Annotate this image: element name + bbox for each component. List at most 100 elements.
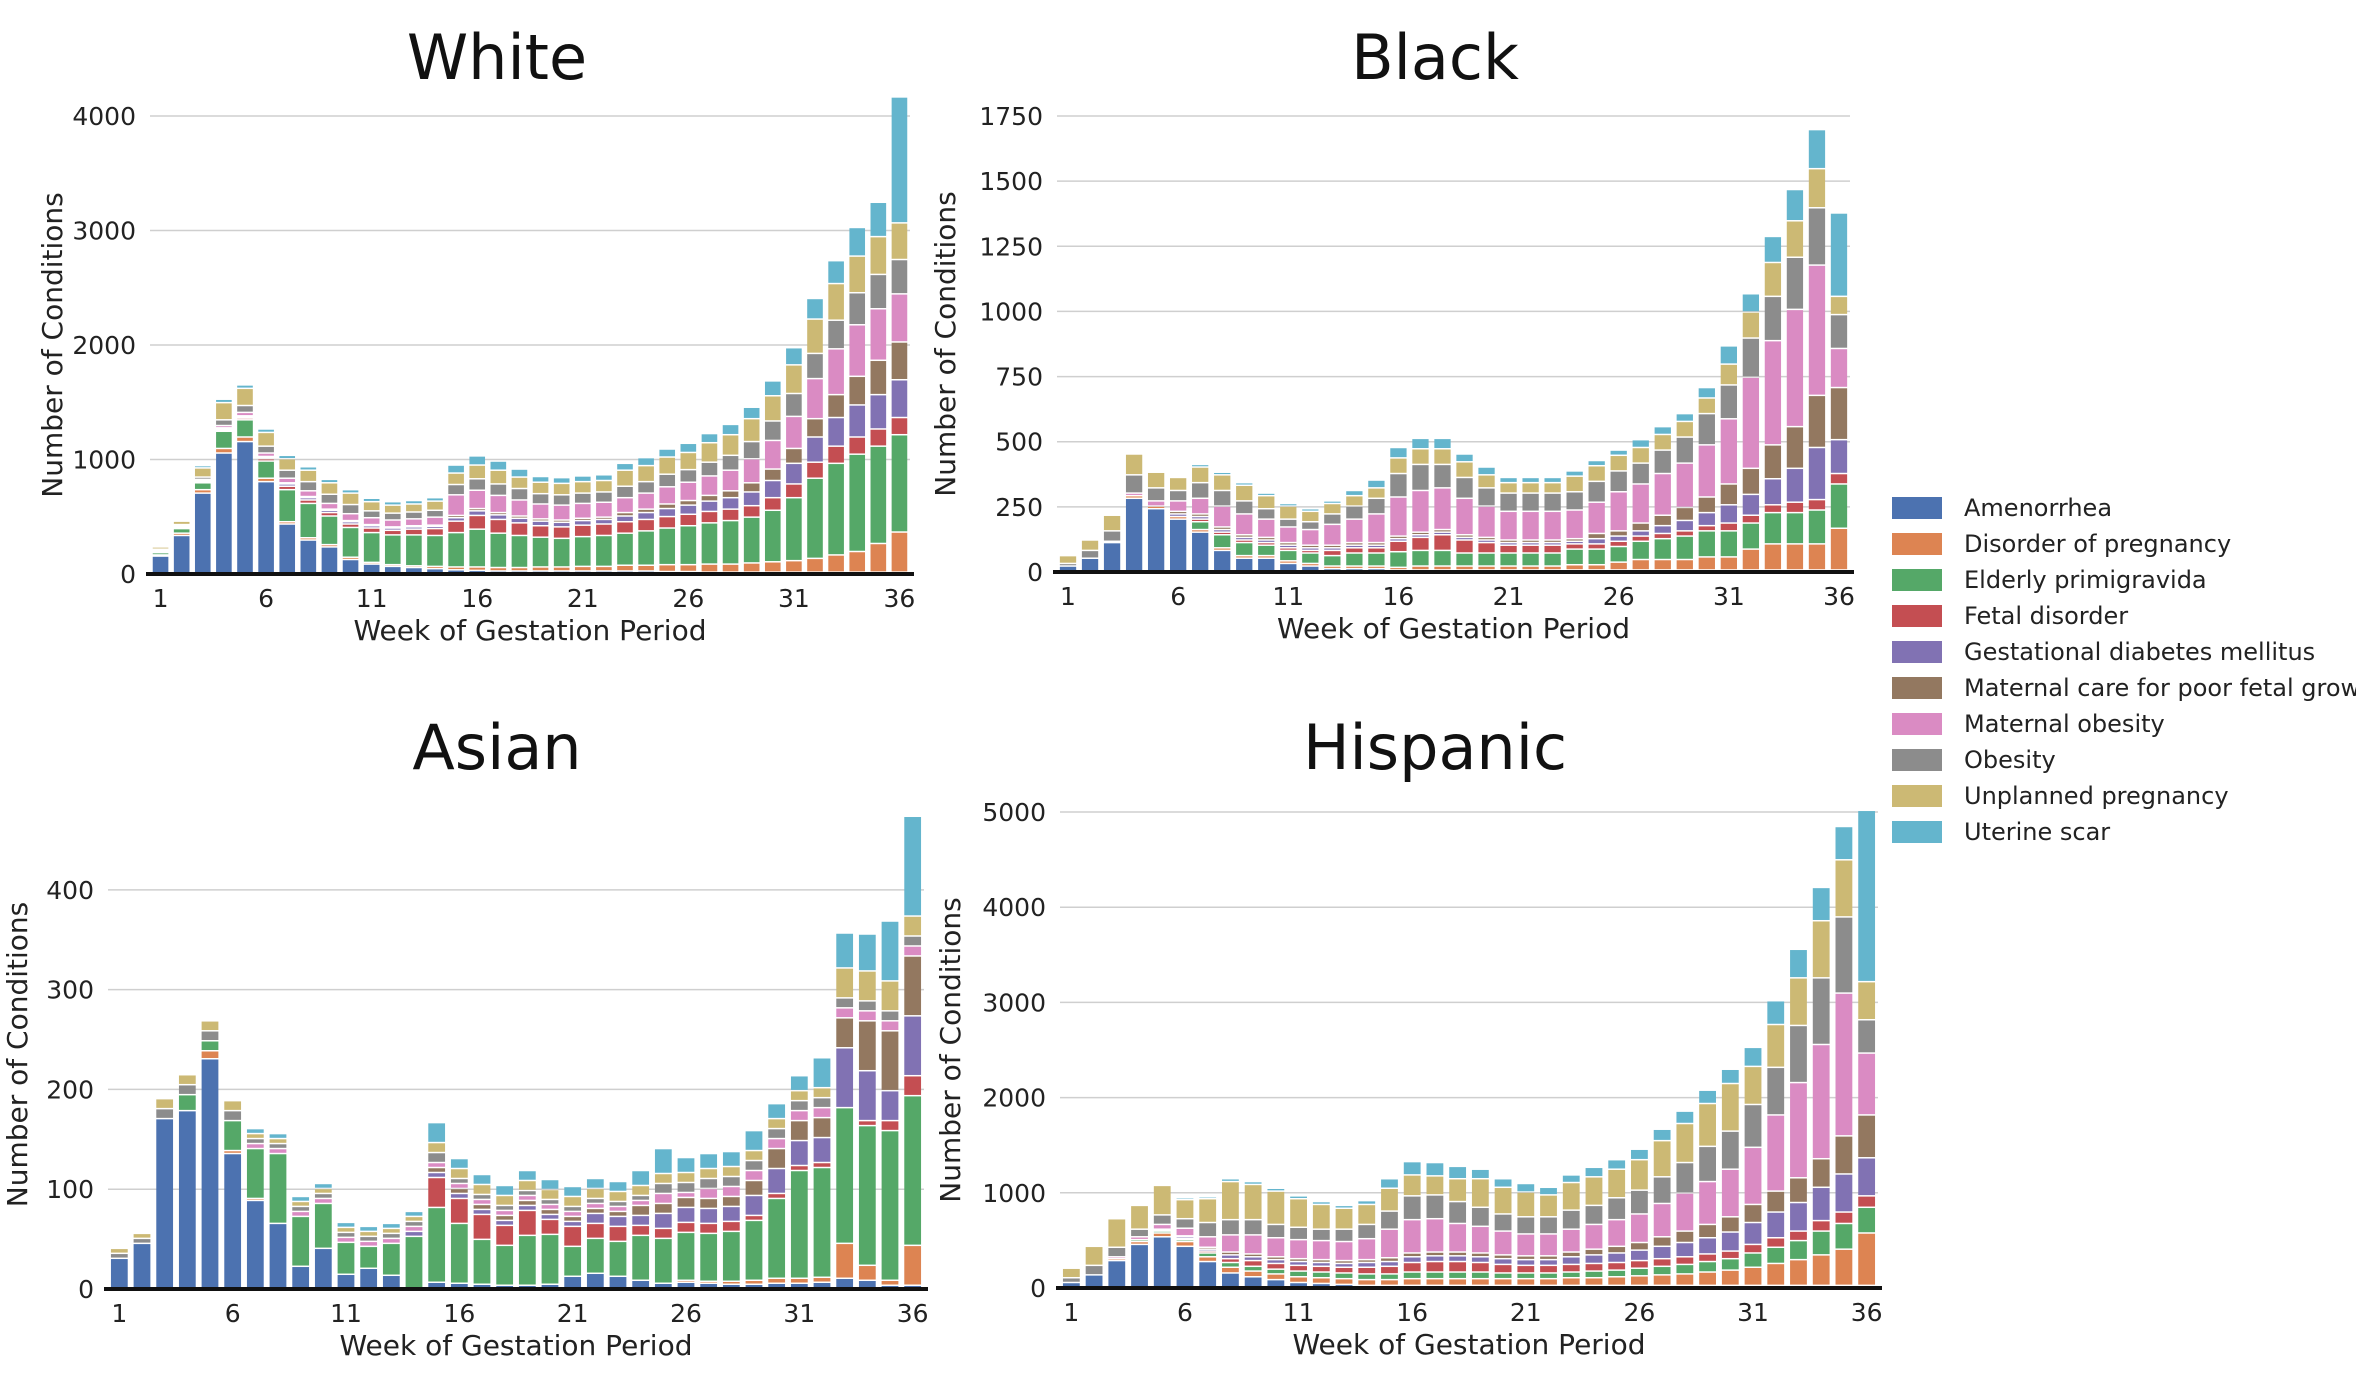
bar-segment-disorder-of-pregnancy — [1403, 1279, 1421, 1285]
bar-segment-elderly-primigravida — [807, 478, 823, 558]
x-tick-label: 16 — [461, 584, 493, 613]
bar-segment-maternal-care-for-poor-fetal-growth — [469, 509, 486, 511]
bar-segment-disorder-of-pregnancy — [1131, 1242, 1148, 1244]
y-tick-label: 750 — [995, 363, 1043, 392]
bar-segment-unplanned-pregnancy — [586, 1189, 604, 1198]
bar-segment-obesity — [1403, 1196, 1421, 1219]
bar-segment-maternal-obesity — [1858, 1053, 1876, 1115]
bar-segment-unplanned-pregnancy — [722, 435, 739, 455]
bar-segment-obesity — [1540, 1217, 1557, 1234]
bar-segment-elderly-primigravida — [849, 454, 866, 551]
bar-segment-gestational-diabetes-mellitus — [596, 520, 612, 524]
bar-segment-maternal-obesity — [1585, 1225, 1603, 1249]
bar-segment-maternal-care-for-poor-fetal-growth — [870, 361, 887, 394]
bar-segment-maternal-obesity — [428, 1163, 446, 1167]
bar-segment-maternal-care-for-poor-fetal-growth — [1368, 543, 1385, 545]
bar-segment-maternal-obesity — [1835, 993, 1853, 1136]
bar-segment-fetal-disorder — [1608, 1263, 1626, 1270]
bar-segment-uterine-scar — [532, 477, 549, 482]
bar-segment-gestational-diabetes-mellitus — [1632, 531, 1649, 536]
bar-segment-maternal-obesity — [258, 453, 274, 456]
bar-segment-maternal-care-for-poor-fetal-growth — [553, 520, 570, 522]
bar-segment-obesity — [1608, 1198, 1626, 1219]
bar-segment-uterine-scar — [1280, 504, 1297, 506]
bar-segment-obesity — [1721, 1131, 1739, 1169]
bar-segment-disorder-of-pregnancy — [743, 563, 760, 572]
bar-segment-disorder-of-pregnancy — [1170, 517, 1187, 519]
bar-segment-fetal-disorder — [258, 459, 274, 461]
bar-segment-elderly-primigravida — [216, 432, 232, 448]
bar-segment-obesity — [1786, 258, 1804, 309]
bar-segment-amenorrhea — [1346, 569, 1363, 571]
bar-segment-maternal-care-for-poor-fetal-growth — [1812, 1159, 1830, 1187]
bar-segment-disorder-of-pregnancy — [1676, 1274, 1694, 1285]
bar-segment-obesity — [1742, 338, 1760, 377]
bar-segment-uterine-scar — [246, 1129, 264, 1133]
bar-segment-fetal-disorder — [1358, 1268, 1376, 1274]
bar-segment-maternal-care-for-poor-fetal-growth — [617, 513, 633, 516]
bar-segment-maternal-obesity — [1830, 349, 1848, 387]
bar-segment-uterine-scar — [596, 475, 612, 480]
bar-segment-fetal-disorder — [1302, 551, 1319, 553]
bar-segment-maternal-obesity — [1544, 512, 1561, 540]
bar-segment-disorder-of-pregnancy — [1147, 506, 1165, 508]
bar-segment-unplanned-pregnancy — [1632, 448, 1649, 463]
bar-segment-gestational-diabetes-mellitus — [1170, 514, 1187, 516]
bar-segment-maternal-obesity — [1199, 1237, 1217, 1247]
bar-segment-fetal-disorder — [677, 1223, 695, 1232]
bar-segment-amenorrhea — [237, 442, 253, 573]
bar-segment-obesity — [237, 406, 253, 412]
bar-segment-maternal-care-for-poor-fetal-growth — [1346, 543, 1363, 545]
bar-segment-uterine-scar — [269, 1134, 287, 1138]
bar-segment-elderly-primigravida — [1381, 1274, 1398, 1279]
bar-segment-obesity — [596, 492, 612, 502]
bar-segment-elderly-primigravida — [1426, 1272, 1444, 1278]
bar-segment-unplanned-pregnancy — [1449, 1179, 1467, 1201]
bar-segment-uterine-scar — [1676, 1111, 1694, 1123]
bar-segment-disorder-of-pregnancy — [1258, 556, 1275, 558]
bar-segment-obesity — [337, 1233, 355, 1237]
bar-segment-maternal-obesity — [1335, 1242, 1353, 1260]
bar-segment-fetal-disorder — [1403, 1263, 1421, 1272]
bar-segment-amenorrhea — [1153, 1237, 1171, 1287]
bar-segment-obesity — [450, 1179, 468, 1183]
bar-segment-gestational-diabetes-mellitus — [1721, 1232, 1739, 1251]
bar-segment-disorder-of-pregnancy — [279, 522, 296, 524]
bar-segment-maternal-obesity — [292, 1212, 310, 1216]
bar-segment-maternal-obesity — [541, 1205, 559, 1209]
bar-segment-gestational-diabetes-mellitus — [1236, 538, 1253, 540]
bar-segment-elderly-primigravida — [1610, 547, 1627, 562]
bar-segment-unplanned-pregnancy — [469, 465, 486, 479]
bar-segment-unplanned-pregnancy — [1335, 1208, 1353, 1229]
y-tick-label: 4000 — [72, 102, 136, 131]
bar-segment-fetal-disorder — [609, 1227, 627, 1241]
bar-segment-amenorrhea — [1176, 1247, 1194, 1287]
bar-segment-gestational-diabetes-mellitus — [1566, 542, 1583, 544]
bar-segment-uterine-scar — [405, 1212, 423, 1216]
bar-segment-disorder-of-pregnancy — [1494, 1279, 1512, 1285]
bar-segment-obesity — [490, 484, 507, 495]
bar-segment-obesity — [1676, 437, 1693, 463]
x-tick-label: 6 — [258, 584, 274, 613]
bar-segment-elderly-primigravida — [1368, 553, 1385, 566]
bar-segment-disorder-of-pregnancy — [638, 565, 654, 571]
bar-segment-fetal-disorder — [1562, 1265, 1580, 1272]
bar-segment-amenorrhea — [654, 1284, 672, 1288]
bar-segment-amenorrhea — [1267, 1280, 1285, 1287]
bar-segment-uterine-scar — [279, 456, 296, 458]
bar-segment-fetal-disorder — [1426, 1262, 1444, 1272]
bar-segment-obesity — [870, 275, 887, 309]
y-tick-label: 3000 — [72, 217, 136, 246]
bar-segment-amenorrhea — [836, 1279, 854, 1288]
bar-segment-unplanned-pregnancy — [541, 1190, 559, 1199]
bar-segment-uterine-scar — [1214, 472, 1231, 475]
bar-segment-amenorrhea — [881, 1286, 899, 1288]
bar-segment-gestational-diabetes-mellitus — [1302, 548, 1319, 550]
bar-segment-obesity — [1199, 1223, 1217, 1237]
bar-segment-gestational-diabetes-mellitus — [1764, 479, 1782, 505]
bar-segment-gestational-diabetes-mellitus — [1676, 1243, 1694, 1257]
bar-segment-fetal-disorder — [300, 500, 317, 503]
bar-segment-maternal-care-for-poor-fetal-growth — [1786, 427, 1804, 468]
bar-segment-maternal-obesity — [743, 459, 760, 483]
bar-segment-fetal-disorder — [1346, 548, 1363, 553]
